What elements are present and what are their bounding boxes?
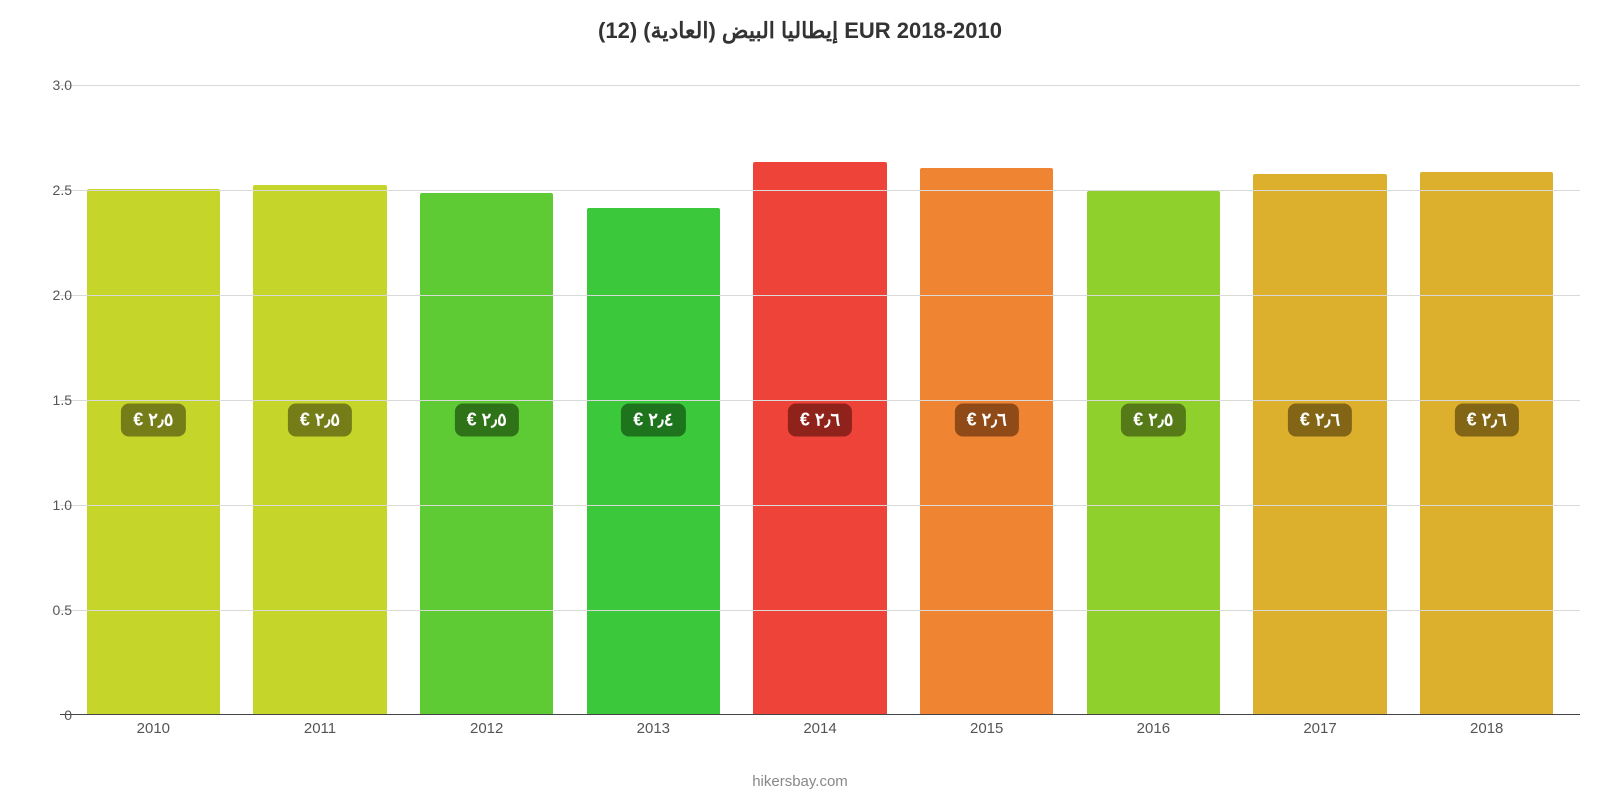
y-axis-tick: 1.5 — [12, 392, 72, 408]
y-axis-tick: 2.0 — [12, 287, 72, 303]
bar: ٢٫٦ € — [1420, 172, 1553, 714]
bar: ٢٫٦ € — [753, 162, 886, 714]
grid-line — [60, 190, 1580, 191]
x-axis-label: 2010 — [70, 720, 237, 737]
y-axis-tick: 2.5 — [12, 182, 72, 198]
bar-value-label: ٢٫٥ € — [455, 404, 519, 437]
chart-container: إيطاليا البيض (العادية) (12) EUR 2018-20… — [0, 0, 1600, 800]
grid-line — [60, 295, 1580, 296]
x-axis-label: 2012 — [403, 720, 570, 737]
bar: ٢٫٤ € — [587, 208, 720, 714]
bar-value-label: ٢٫٦ € — [1288, 404, 1352, 437]
bar: ٢٫٦ € — [1253, 174, 1386, 714]
bar-value-label: ٢٫٦ € — [955, 404, 1019, 437]
bar: ٢٫٥ € — [420, 193, 553, 714]
bar-value-label: ٢٫٥ € — [121, 404, 185, 437]
chart-title: إيطاليا البيض (العادية) (12) EUR 2018-20… — [0, 18, 1600, 44]
y-axis-tick: 0.5 — [12, 602, 72, 618]
bar: ٢٫٥ € — [87, 189, 220, 714]
y-axis-tick: 3.0 — [12, 77, 72, 93]
bar: ٢٫٥ € — [1087, 191, 1220, 714]
plot-area: ٢٫٥ € ٢٫٥ € ٢٫٥ € ٢٫٤ € ٢٫٦ € ٢٫٦ € ٢٫٥ € ٢٫٦ €… — [60, 85, 1580, 715]
x-axis-labels: 201020112012201320142015201620172018 — [60, 720, 1580, 737]
y-axis-tick: 0 — [12, 707, 72, 723]
x-axis-label: 2013 — [570, 720, 737, 737]
grid-line — [60, 400, 1580, 401]
attribution-text: hikersbay.com — [0, 773, 1600, 790]
bar: ٢٫٥ € — [253, 185, 386, 714]
bar: ٢٫٦ € — [920, 168, 1053, 714]
grid-line — [60, 610, 1580, 611]
bar-value-label: ٢٫٥ € — [1121, 404, 1185, 437]
bar-value-label: ٢٫٥ € — [288, 404, 352, 437]
x-axis-label: 2018 — [1403, 720, 1570, 737]
bar-value-label: ٢٫٦ € — [1455, 404, 1519, 437]
x-axis-label: 2014 — [737, 720, 904, 737]
x-axis-label: 2011 — [237, 720, 404, 737]
x-axis-label: 2015 — [903, 720, 1070, 737]
y-axis-tick: 1.0 — [12, 497, 72, 513]
grid-line — [60, 505, 1580, 506]
bar-value-label: ٢٫٤ € — [621, 404, 685, 437]
x-axis-label: 2017 — [1237, 720, 1404, 737]
x-axis-label: 2016 — [1070, 720, 1237, 737]
bar-value-label: ٢٫٦ € — [788, 404, 852, 437]
grid-line — [60, 85, 1580, 86]
